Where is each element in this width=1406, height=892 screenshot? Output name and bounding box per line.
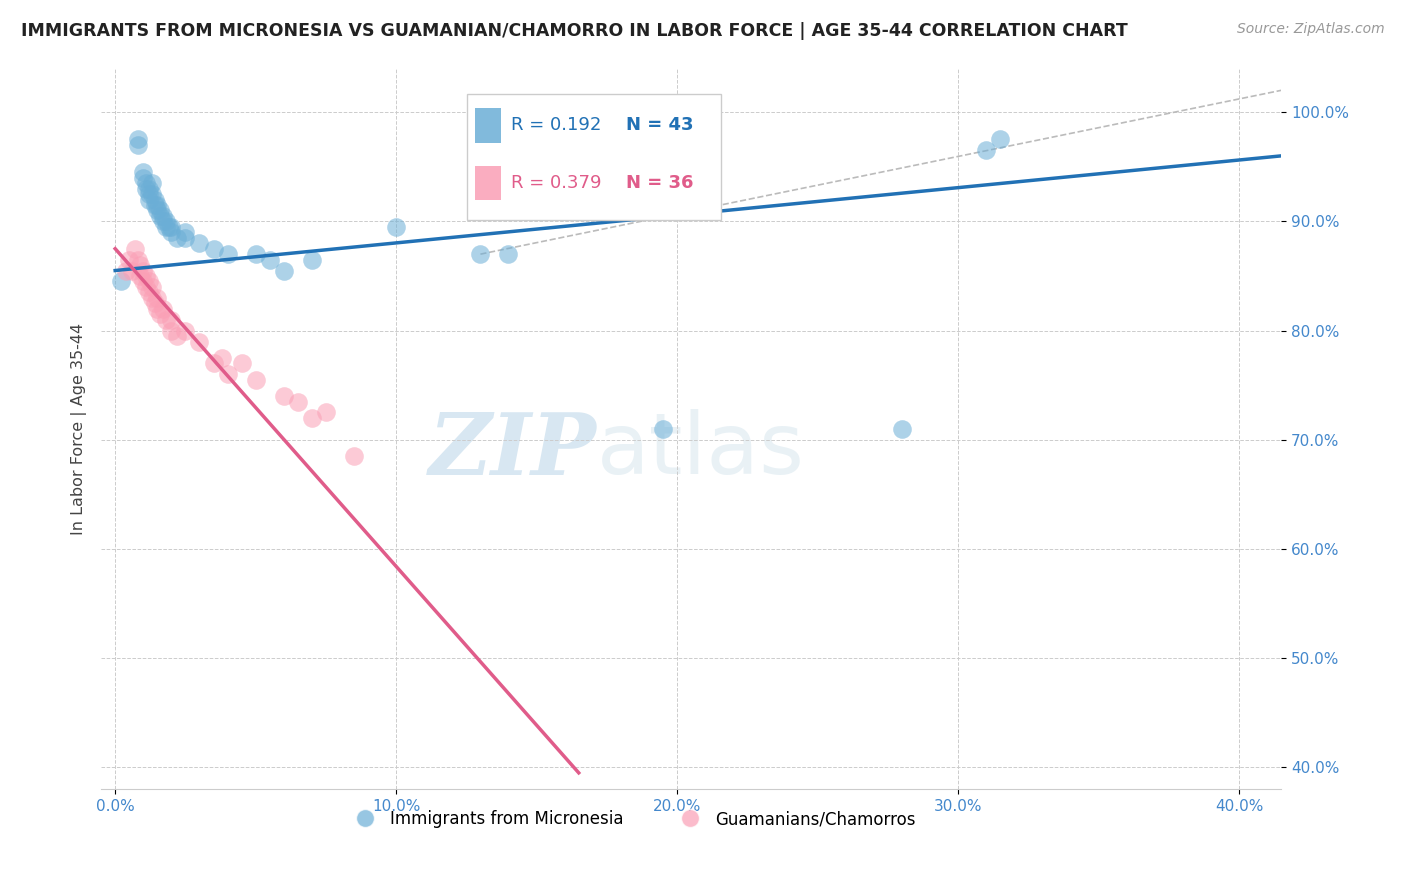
Point [143, 296, 166, 310]
Point [132, 275, 155, 289]
Point [217, 368, 239, 382]
FancyBboxPatch shape [475, 108, 501, 143]
Point [127, 138, 149, 153]
Point [188, 334, 211, 349]
Point [132, 165, 155, 179]
Point [146, 291, 169, 305]
Point [202, 242, 225, 256]
Point [141, 187, 163, 202]
Point [157, 219, 180, 234]
Point [141, 291, 163, 305]
Point [174, 225, 197, 239]
Point [385, 219, 408, 234]
Point [160, 219, 183, 234]
Point [152, 214, 174, 228]
Point [143, 198, 166, 212]
Point [160, 324, 183, 338]
Text: IMMIGRANTS FROM MICRONESIA VS GUAMANIAN/CHAMORRO IN LABOR FORCE | AGE 35-44 CORR: IMMIGRANTS FROM MICRONESIA VS GUAMANIAN/… [21, 22, 1128, 40]
Point [138, 275, 160, 289]
Point [245, 247, 267, 261]
Point [135, 280, 157, 294]
Point [470, 247, 492, 261]
Point [174, 231, 197, 245]
Point [988, 132, 1011, 146]
Point [152, 301, 174, 316]
Point [127, 132, 149, 146]
Point [146, 198, 169, 212]
Text: N = 36: N = 36 [626, 174, 693, 192]
Point [166, 231, 188, 245]
Point [149, 209, 172, 223]
Point [155, 214, 177, 228]
Point [343, 449, 366, 463]
Point [211, 351, 233, 365]
FancyBboxPatch shape [475, 166, 501, 201]
Point [135, 181, 157, 195]
Point [146, 301, 169, 316]
Point [174, 324, 197, 338]
Point [188, 236, 211, 251]
Point [155, 312, 177, 326]
Point [121, 263, 143, 277]
Point [138, 285, 160, 300]
Point [118, 252, 141, 267]
Point [273, 263, 295, 277]
Point [129, 268, 152, 283]
Point [217, 247, 239, 261]
Point [166, 329, 188, 343]
Point [890, 422, 912, 436]
Text: R = 0.379: R = 0.379 [510, 174, 602, 192]
Point [143, 193, 166, 207]
Point [135, 268, 157, 283]
Point [160, 312, 183, 326]
Point [141, 176, 163, 190]
Y-axis label: In Labor Force | Age 35-44: In Labor Force | Age 35-44 [72, 323, 87, 535]
Point [138, 193, 160, 207]
FancyBboxPatch shape [467, 94, 721, 219]
Point [160, 225, 183, 239]
Point [245, 373, 267, 387]
Point [138, 181, 160, 195]
Point [155, 219, 177, 234]
Point [138, 187, 160, 202]
Point [129, 258, 152, 272]
Point [132, 263, 155, 277]
Text: atlas: atlas [596, 409, 804, 492]
Point [146, 203, 169, 218]
Point [273, 389, 295, 403]
Point [259, 252, 281, 267]
Point [652, 422, 675, 436]
Point [149, 203, 172, 218]
Legend: Immigrants from Micronesia, Guamanians/Chamorros: Immigrants from Micronesia, Guamanians/C… [342, 804, 922, 835]
Text: N = 43: N = 43 [626, 117, 693, 135]
Text: R = 0.192: R = 0.192 [510, 117, 600, 135]
Point [135, 176, 157, 190]
Text: ZIP: ZIP [429, 409, 596, 492]
Point [152, 209, 174, 223]
Point [974, 144, 997, 158]
Point [149, 307, 172, 321]
Point [202, 356, 225, 370]
Point [301, 411, 323, 425]
Point [132, 170, 155, 185]
Text: Source: ZipAtlas.com: Source: ZipAtlas.com [1237, 22, 1385, 37]
Point [124, 242, 146, 256]
Point [115, 263, 138, 277]
Point [141, 280, 163, 294]
Point [231, 356, 253, 370]
Point [540, 154, 562, 169]
Point [287, 394, 309, 409]
Point [498, 247, 520, 261]
Point [127, 252, 149, 267]
Point [301, 252, 323, 267]
Point [315, 405, 337, 419]
Point [110, 275, 132, 289]
